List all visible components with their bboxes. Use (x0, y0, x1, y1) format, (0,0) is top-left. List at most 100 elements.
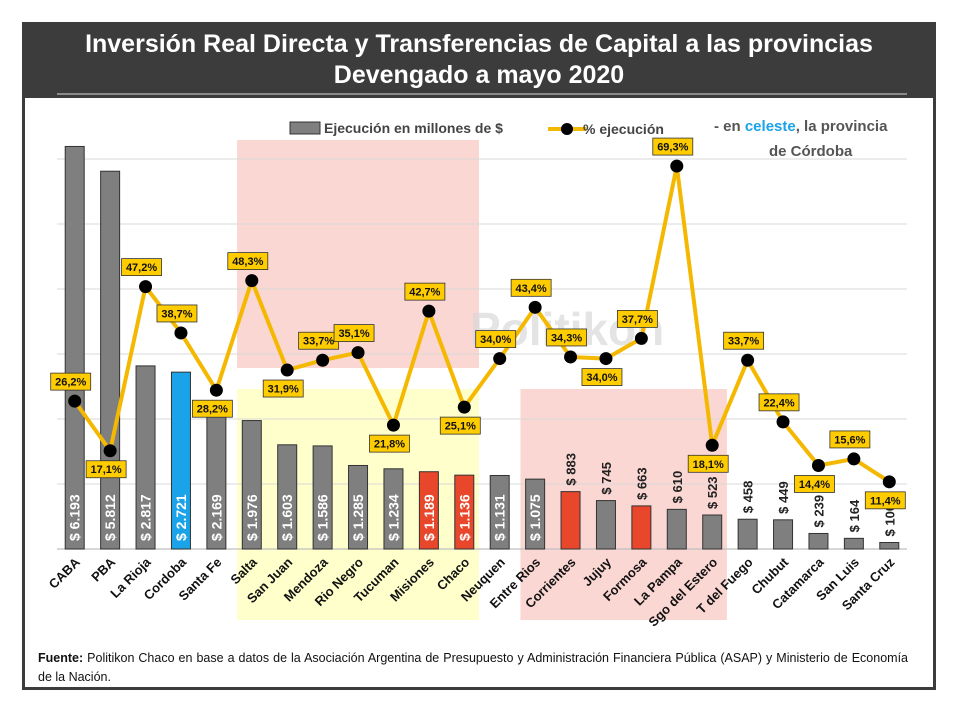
pct-marker (386, 418, 400, 432)
bar-value-label: $ 1.234 (385, 494, 401, 541)
pct-label: 14,4% (794, 475, 835, 493)
legend-bars-label: Ejecución en millones de $ (324, 120, 503, 136)
bar-value-labels: $ 6.193 $ 5.812 $ 2.817 $ 2.721 $ 2.169 $ 1.9… (67, 453, 898, 541)
pct-label-box (723, 331, 765, 350)
pct-label: 15,6% (829, 430, 871, 449)
pct-label-box (50, 372, 92, 391)
pct-label-text: 17,1% (91, 464, 122, 476)
bar-value-label: $ 745 (599, 462, 614, 495)
pct-label-text: 25,1% (445, 421, 476, 433)
bar-value-label: $ 663 (634, 467, 649, 500)
pct-label-box (829, 430, 871, 449)
pct-label: 34,0% (581, 368, 623, 386)
pct-marker (280, 363, 294, 377)
pct-label: 35,1% (333, 324, 375, 342)
bar-caba (64, 145, 85, 550)
pct-marker (316, 353, 330, 367)
pct-label: 33,7% (298, 331, 340, 350)
pct-marker (564, 350, 578, 364)
grid-lines (57, 93, 907, 550)
pct-label: 34,0% (475, 330, 517, 348)
pct-label-box (262, 379, 304, 398)
pct-label-box (156, 304, 198, 323)
pct-line-path (73, 164, 891, 484)
bar-formosa (631, 505, 652, 550)
bar-value-label: $ 1.285 (350, 494, 366, 541)
bar-mendoza (312, 445, 333, 550)
pct-label-text: 26,2% (55, 377, 86, 389)
pct-label-text: 31,9% (268, 384, 299, 396)
pct-label-text: 47,2% (126, 262, 157, 274)
pct-marker (670, 159, 684, 173)
pct-marker (599, 352, 613, 366)
legend-line-marker (561, 123, 573, 135)
pct-marker (528, 300, 542, 314)
pct-label: 22,4% (758, 393, 800, 412)
bar-san-luis (843, 537, 864, 550)
pct-label-text: 37,7% (622, 314, 653, 326)
pct-label-box (794, 475, 835, 493)
bar-value-label: $ 1.976 (244, 494, 260, 541)
bar-value-label: $ 5.812 (102, 494, 118, 541)
bar-la-rioja (135, 365, 156, 550)
bar-chubut (773, 519, 794, 550)
pct-label-box (85, 460, 127, 479)
pct-label: 21,8% (369, 434, 410, 453)
pct-label-text: 43,4% (516, 283, 547, 295)
bar-value-label: $ 2.169 (208, 494, 224, 541)
pct-label-box (510, 278, 552, 297)
bar-chaco (454, 474, 475, 550)
bar-value-label: $ 1.189 (421, 494, 437, 541)
bar-la-pampa (666, 508, 687, 550)
bar-corrientes (560, 491, 581, 550)
pct-marker (634, 331, 648, 345)
bar-value-label: $ 1.075 (527, 494, 543, 541)
pct-label: 48,3% (227, 252, 269, 271)
bar-t-del-fuego (737, 518, 758, 550)
pct-label: 11,4% (864, 491, 906, 510)
pct-label-box (758, 393, 800, 412)
category-label: PBA (88, 554, 118, 584)
bar-value-label: $ 6.193 (67, 494, 83, 541)
pct-label: 47,2% (121, 258, 162, 277)
bar-value-label: $ 458 (741, 481, 756, 514)
bar-catamarca (808, 532, 829, 550)
pct-label-text: 14,4% (799, 479, 830, 491)
pct-marker (811, 458, 825, 472)
pct-label-box (439, 416, 481, 435)
pct-label-text: 34,0% (480, 334, 511, 346)
note-line-2: de Córdoba (769, 143, 853, 160)
pct-label: 33,7% (723, 331, 765, 350)
bar-value-label: $ 164 (847, 499, 862, 532)
pct-label-text: 38,7% (161, 308, 192, 320)
pct-label-box (475, 330, 517, 348)
pct-label: 25,1% (439, 416, 481, 435)
pct-marker (847, 452, 861, 466)
pct-marker (139, 280, 153, 294)
bar-sgo-del-estero (702, 514, 723, 550)
bar-value-label: $ 1.586 (315, 494, 331, 541)
pct-label-text: 28,2% (197, 404, 228, 416)
source-label: Fuente: (38, 651, 84, 665)
bar-value-label: $ 2.817 (138, 494, 154, 541)
note-line-1: - en celeste, la provincia (714, 118, 888, 135)
pct-marker (776, 415, 790, 429)
bar-santa-cruz (879, 542, 900, 550)
legend: Ejecución en millones de $ % ejecución (289, 120, 664, 137)
bar-value-label: $ 100 (882, 504, 897, 537)
pct-label-text: 69,3% (657, 142, 688, 154)
pct-label-box (121, 258, 162, 277)
bar-pba (100, 170, 121, 550)
region-pink-2 (520, 389, 727, 620)
pct-marker (68, 394, 82, 408)
pct-label-text: 35,1% (338, 328, 369, 340)
pct-marker (103, 444, 117, 458)
pct-marker (245, 274, 259, 288)
bar-tucuman (383, 468, 404, 550)
source-text: Politikon Chaco en base a datos de la As… (38, 651, 908, 684)
pct-marker (882, 475, 896, 489)
pct-label-text: 11,4% (870, 495, 901, 507)
title-line-1: Inversión Real Directa y Transferencias … (85, 30, 873, 58)
pct-label-box (652, 137, 694, 156)
bar-neuquen (489, 474, 510, 550)
